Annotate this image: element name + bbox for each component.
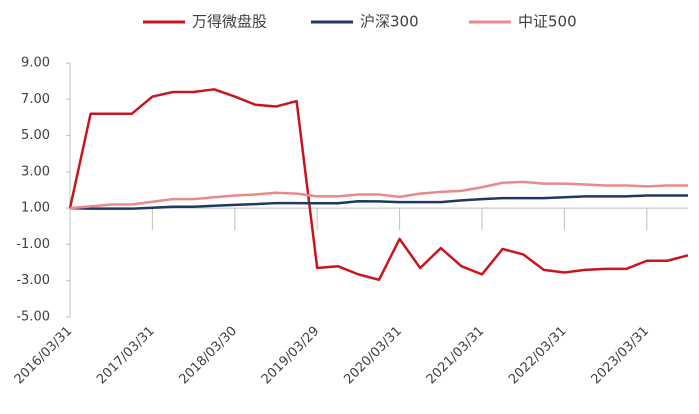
x-tick-label: 2017/03/31 — [94, 324, 158, 388]
legend-label: 沪深300 — [360, 13, 419, 31]
y-tick-label: -5.00 — [16, 310, 50, 325]
x-tick-label: 2022/03/31 — [506, 324, 570, 388]
series-line — [69, 180, 688, 210]
x-tick-label: 2016/03/31 — [12, 324, 76, 388]
y-tick-label: 9.00 — [21, 56, 50, 71]
y-tick-label: 3.00 — [21, 164, 50, 179]
y-tick-label: 7.00 — [21, 92, 50, 107]
y-tick-label: 1.00 — [21, 201, 50, 216]
x-tick-label: 2021/03/31 — [424, 324, 488, 388]
x-tick-label: 2018/03/30 — [177, 324, 241, 388]
y-tick-label: -3.00 — [16, 273, 50, 288]
x-tick-label: 2023/03/31 — [589, 324, 653, 388]
y-tick-label: -1.00 — [16, 237, 50, 252]
series-line — [68, 88, 689, 282]
legend-label: 万得微盘股 — [192, 13, 267, 31]
y-tick-label: 5.00 — [21, 128, 50, 143]
legend: 万得微盘股 沪深300 中证500 — [143, 13, 577, 31]
x-tick-label: 2020/03/31 — [341, 324, 405, 388]
series-line — [69, 194, 688, 210]
legend-label: 中证500 — [518, 13, 577, 31]
x-tick-label: 2019/03/29 — [259, 324, 323, 388]
